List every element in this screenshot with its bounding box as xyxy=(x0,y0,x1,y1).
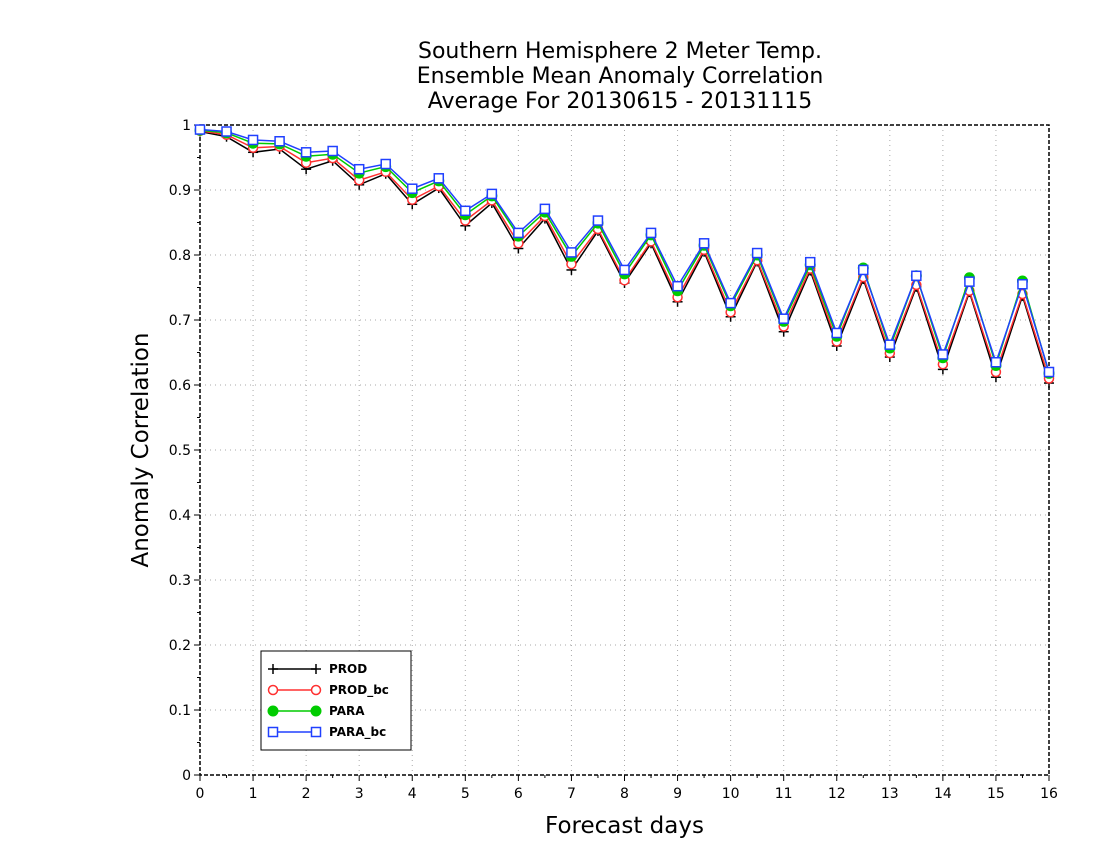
data-point xyxy=(884,339,896,350)
data-point xyxy=(539,203,551,215)
y-tick-label: 0.7 xyxy=(169,313,191,329)
series-prod-bc xyxy=(194,125,1055,384)
x-tick-label: 12 xyxy=(828,786,846,802)
legend-marker xyxy=(310,684,322,696)
legend-marker xyxy=(310,705,322,717)
legend-marker xyxy=(311,664,321,674)
legend-label: PARA xyxy=(329,704,365,718)
x-tick-label: 10 xyxy=(722,786,740,802)
data-point xyxy=(1043,366,1055,378)
x-axis-label: Forecast days xyxy=(545,813,704,839)
x-tick-label: 16 xyxy=(1040,786,1058,802)
data-point xyxy=(911,270,922,282)
x-tick-label: 9 xyxy=(673,786,682,802)
data-point xyxy=(751,247,763,259)
y-tick-label: 0 xyxy=(182,768,191,784)
x-tick-label: 0 xyxy=(196,786,205,802)
data-point xyxy=(566,247,577,258)
y-tick-label: 1 xyxy=(182,118,191,134)
chart-title: Southern Hemisphere 2 Meter Temp.Ensembl… xyxy=(417,39,824,114)
legend-item: PROD xyxy=(268,662,367,676)
legend-box xyxy=(260,650,412,751)
x-tick-label: 2 xyxy=(302,786,311,802)
x-tick-label: 1 xyxy=(249,786,258,802)
legend-item: PROD_bc xyxy=(267,683,389,698)
data-point xyxy=(698,238,710,249)
data-point xyxy=(274,136,285,147)
grid xyxy=(200,125,1049,775)
series-lines xyxy=(194,124,1055,389)
y-tick-label: 0.4 xyxy=(169,508,191,524)
y-tick-label: 0.6 xyxy=(169,378,191,394)
x-tick-label: 6 xyxy=(514,786,523,802)
data-point xyxy=(645,227,657,239)
legend-item: PARA_bc xyxy=(267,725,386,740)
chart-title-line: Southern Hemisphere 2 Meter Temp. xyxy=(418,39,822,64)
legend-label: PROD xyxy=(329,662,367,676)
legend-marker xyxy=(267,726,279,738)
y-tick-label: 0.5 xyxy=(169,443,191,459)
series-line xyxy=(199,130,1050,379)
x-tick-label: 7 xyxy=(567,786,576,802)
data-point xyxy=(486,188,498,200)
x-tick-label: 3 xyxy=(355,786,364,802)
series-para-bc xyxy=(194,124,1055,378)
legend-item: PARA xyxy=(267,704,365,718)
axis-ticks: 0 1 2 3 4 5 6 7 8 9 10 11 12 13 14 15 1600.10.20.30.40.5… xyxy=(169,118,1058,802)
data-point xyxy=(380,158,391,170)
x-tick-label: 5 xyxy=(461,786,470,802)
data-point xyxy=(407,183,418,194)
x-tick-label: 13 xyxy=(881,786,899,802)
y-axis-label: Anomaly Correlation xyxy=(128,332,154,567)
x-tick-label: 14 xyxy=(934,786,952,802)
data-point xyxy=(672,280,683,292)
legend-marker xyxy=(268,664,278,674)
x-tick-label: 8 xyxy=(620,786,629,802)
y-tick-label: 0.1 xyxy=(169,703,191,719)
data-point xyxy=(804,256,816,268)
legend-label: PARA_bc xyxy=(329,725,386,740)
legend: PROD PROD_bc PARA PARA_bc xyxy=(260,650,412,751)
chart-title-line: Ensemble Mean Anomaly Correlation xyxy=(417,64,824,89)
x-tick-label: 15 xyxy=(987,786,1005,802)
data-point xyxy=(194,124,206,135)
data-point xyxy=(990,357,1002,368)
y-tick-label: 0.9 xyxy=(169,183,191,199)
data-point xyxy=(1017,279,1028,290)
y-tick-label: 0.8 xyxy=(169,248,191,264)
data-point xyxy=(353,163,365,175)
data-point xyxy=(300,147,312,158)
data-point xyxy=(513,227,524,239)
data-point xyxy=(725,297,736,309)
x-tick-label: 4 xyxy=(408,786,417,802)
series-line xyxy=(199,129,1050,374)
data-point xyxy=(592,215,604,226)
y-tick-label: 0.3 xyxy=(169,573,191,589)
data-point xyxy=(460,205,471,217)
data-point xyxy=(964,276,975,287)
data-point xyxy=(433,173,445,184)
legend-marker xyxy=(267,705,279,717)
data-point xyxy=(778,313,789,324)
legend-marker xyxy=(267,684,279,696)
data-point xyxy=(937,349,949,360)
y-tick-label: 0.2 xyxy=(169,638,191,654)
data-point xyxy=(831,327,842,339)
chart-title-line: Average For 20130615 - 20131115 xyxy=(428,89,813,114)
x-tick-label: 11 xyxy=(775,786,793,802)
data-point xyxy=(221,126,232,137)
legend-label: PROD_bc xyxy=(329,683,389,698)
data-point xyxy=(327,145,338,157)
data-point xyxy=(247,134,259,146)
data-point xyxy=(858,264,869,276)
legend-marker xyxy=(310,726,322,738)
data-point xyxy=(619,264,630,276)
